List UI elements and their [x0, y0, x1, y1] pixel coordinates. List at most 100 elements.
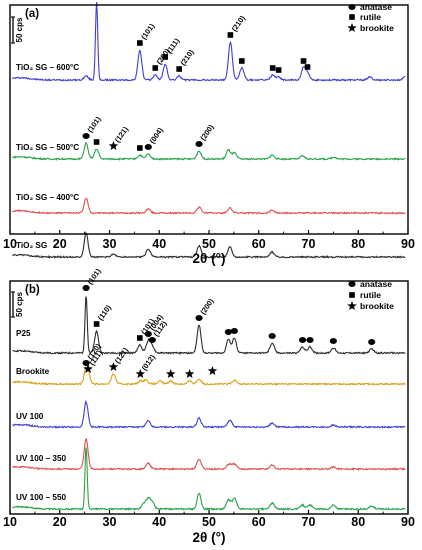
hkl-label: (121) [113, 124, 131, 144]
hkl-label: (101) [85, 266, 103, 286]
x-tick-label: 40 [152, 237, 166, 251]
pattern-line [12, 364, 406, 386]
hkl-label: (200) [198, 296, 216, 316]
x-tick-label: 60 [252, 515, 266, 529]
square-marker [304, 64, 311, 70]
legend-entry: rutile [360, 12, 381, 22]
hkl-label: (110) [96, 303, 113, 322]
series-name-label: TiO₂ SG [16, 241, 47, 250]
x-tick-label: 10 [3, 515, 17, 529]
x-tick-label: 70 [302, 515, 316, 529]
square-marker [137, 40, 143, 46]
square-marker [275, 67, 282, 73]
scale-bar-label: 50 cps [15, 291, 24, 316]
circle-marker [82, 133, 90, 139]
panel-a-patterns [12, 1, 406, 259]
legend-brookite-marker [347, 23, 357, 33]
pattern-line [12, 447, 406, 511]
square-marker [176, 66, 182, 72]
legend-entry: brookite [360, 23, 394, 33]
hkl-label: (210) [230, 13, 248, 33]
square-marker [269, 65, 276, 71]
series-name-label: TiO₂ SG – 500°C [16, 143, 79, 152]
x-axis-label: 2θ (°) [193, 251, 226, 266]
legend-entry: anatase [360, 279, 392, 289]
hkl-label: (012) [140, 352, 158, 372]
x-tick-label: 60 [252, 237, 266, 251]
hkl-label: (111) [164, 36, 181, 55]
square-marker [162, 54, 169, 60]
circle-marker [195, 141, 203, 147]
series-name-label: TiO₂ SG – 400°C [16, 193, 79, 202]
pattern-line [12, 399, 406, 429]
series-name-label: Brookite [16, 367, 50, 376]
series-name-label: P25 [16, 329, 31, 338]
x-tick-label: 80 [351, 515, 365, 529]
star-marker [108, 141, 119, 151]
square-marker [137, 335, 143, 341]
pattern-line [12, 141, 406, 161]
panel-label: (a) [25, 8, 39, 20]
square-marker [137, 145, 143, 151]
x-tick-label: 20 [53, 237, 67, 251]
pattern-line [12, 231, 406, 259]
square-marker [152, 65, 159, 71]
legend-rutile-marker [349, 292, 355, 298]
series-name-label: UV 100 – 550 [16, 493, 67, 502]
panel-b-patterns [12, 296, 406, 511]
circle-marker [268, 333, 276, 339]
pattern-line [12, 296, 406, 355]
x-tick-label: 50 [202, 515, 216, 529]
star-marker [135, 369, 146, 379]
x-tick-label: 20 [53, 515, 67, 529]
circle-marker [368, 339, 376, 345]
hkl-label: (210) [178, 47, 196, 67]
x-tick-label: 90 [401, 237, 415, 251]
x-tick-label: 40 [152, 515, 166, 529]
x-tick-label: 80 [351, 237, 365, 251]
pattern-line [12, 438, 406, 471]
series-name-label: UV 100 [16, 412, 44, 421]
x-tick-label: 10 [3, 237, 17, 251]
star-marker [207, 366, 218, 376]
star-marker [165, 369, 176, 379]
panel-label: (b) [25, 284, 40, 296]
legend-anatase-marker [348, 4, 356, 10]
series-name-label: UV 100 – 350 [16, 454, 67, 463]
circle-marker [329, 338, 337, 344]
pattern-line [12, 197, 406, 216]
circle-marker [144, 144, 152, 150]
pattern-line [12, 1, 406, 82]
star-marker [184, 369, 195, 379]
square-marker [93, 139, 100, 145]
legend-entry: anatase [360, 2, 392, 12]
legend-brookite-marker [347, 301, 357, 311]
x-tick-label: 50 [202, 237, 216, 251]
circle-marker [298, 337, 307, 343]
x-tick-label: 30 [103, 515, 117, 529]
square-marker [227, 32, 234, 38]
circle-marker [195, 315, 203, 321]
hkl-label: (004) [148, 125, 166, 145]
x-tick-label: 70 [302, 237, 316, 251]
hkl-label: (121) [113, 345, 131, 365]
legend-anatase-marker [348, 281, 356, 287]
x-tick-label: 90 [401, 515, 415, 529]
circle-marker [148, 337, 156, 343]
star-marker [108, 362, 119, 372]
hkl-label: (200) [198, 122, 216, 142]
circle-marker [224, 329, 233, 335]
panel-b-frame [9, 280, 409, 515]
series-name-label: TiO₂ SG – 600°C [16, 63, 79, 72]
circle-marker [306, 337, 314, 343]
legend-entry: brookite [360, 301, 394, 311]
star-marker [83, 364, 93, 374]
x-axis-label: 2θ (°) [193, 530, 226, 545]
circle-marker [144, 331, 152, 337]
legend-entry: rutile [360, 290, 381, 300]
hkl-label: (101) [85, 114, 103, 134]
square-marker [93, 321, 100, 327]
circle-marker [230, 328, 238, 334]
scale-bar-label: 50 cps [15, 17, 24, 42]
